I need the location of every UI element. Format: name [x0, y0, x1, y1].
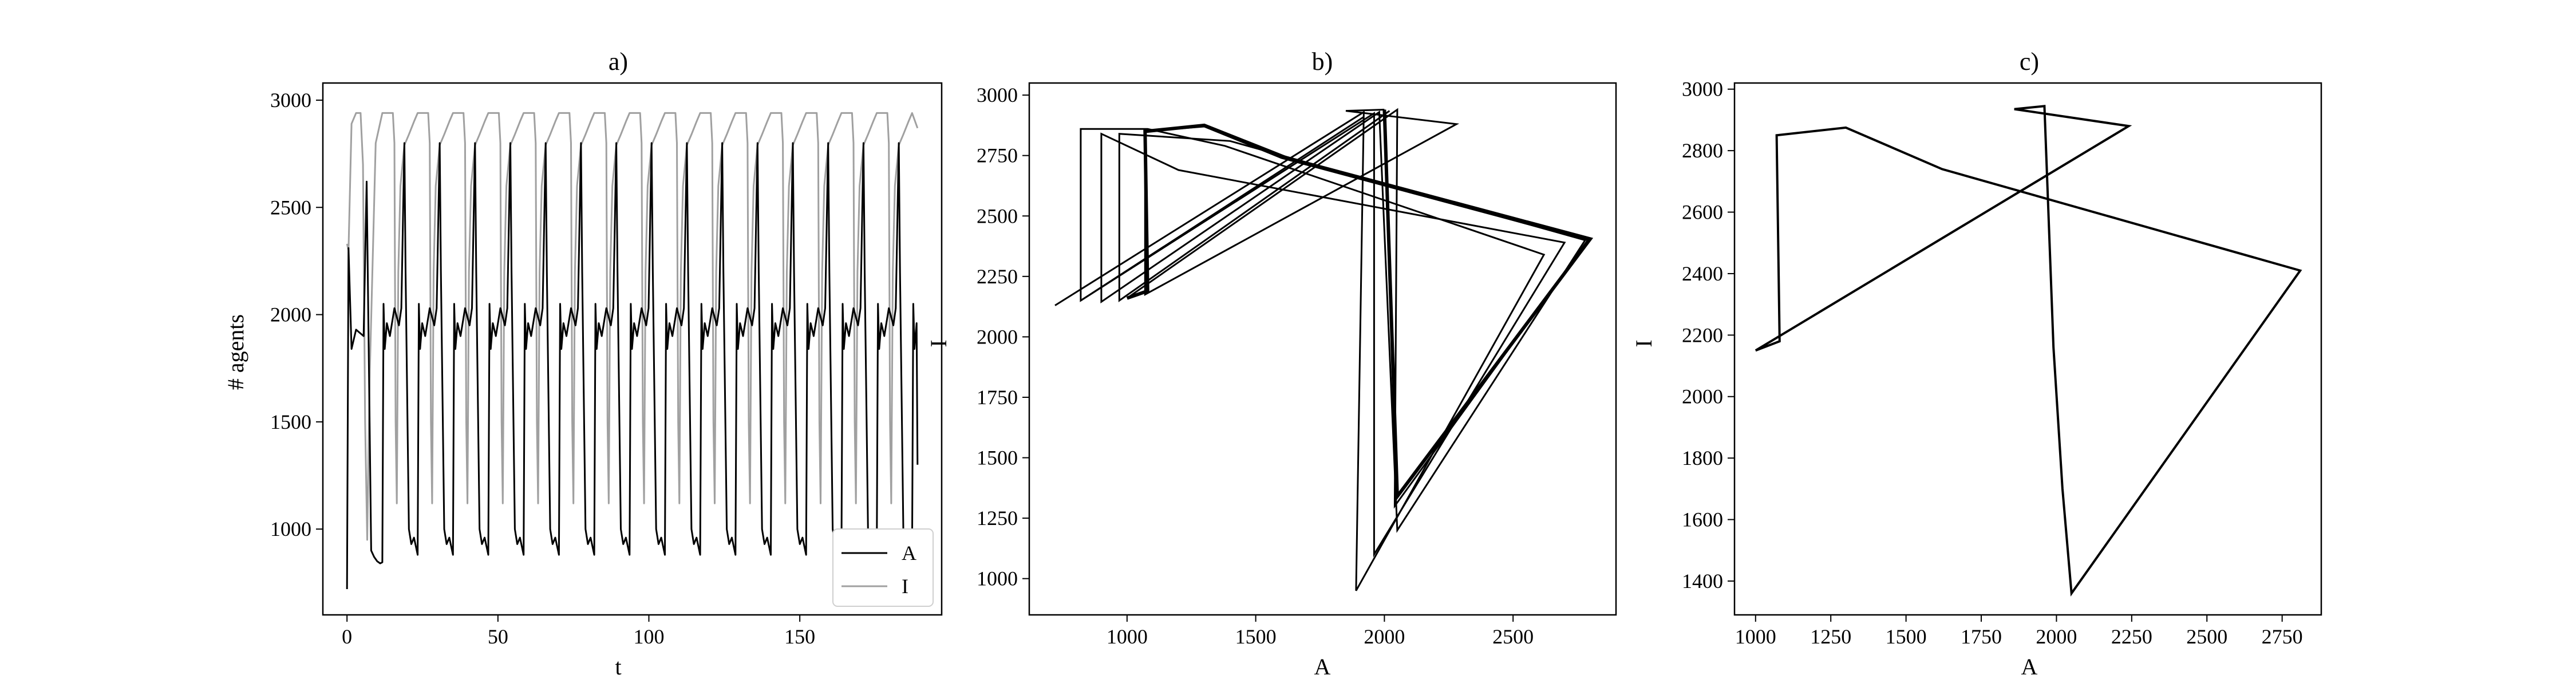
panel-b-y-ticks: 1000 1250 1500 1750 2000 2250 2500 2750 3000 — [977, 84, 1029, 590]
panel-a-y-label: # agents — [223, 314, 248, 390]
phase-trajectory-b-1 — [1080, 110, 1587, 558]
legend-box — [832, 528, 934, 607]
panel-b-title: b) — [1312, 48, 1333, 76]
c-x-tick-label: 1750 — [1961, 625, 2002, 648]
a-y-tick-label: 1000 — [270, 518, 311, 540]
c-x-tick-label: 2250 — [2111, 625, 2152, 648]
phase-trajectory-b-2 — [1126, 108, 1589, 509]
panel-c-frame — [1733, 82, 2322, 616]
c-y-tick-label: 3000 — [1682, 78, 1723, 101]
c-y-tick-label: 2600 — [1682, 201, 1723, 224]
panel-b: b) 1000 1500 2000 2500 1000 1250 1500 1750 2000… — [926, 48, 1617, 680]
series-A-line — [346, 142, 919, 590]
panel-c-x-ticks: 1000 1250 1500 1750 2000 2250 2500 2750 — [1735, 615, 2303, 648]
panel-a-title: a) — [609, 48, 628, 76]
c-x-tick-label: 2500 — [2186, 625, 2227, 648]
panel-b-frame — [1028, 82, 1617, 616]
panel-c-y-ticks: 1400 1600 1800 2000 2200 2400 2600 2800 3000 — [1682, 78, 1735, 593]
c-x-tick-label: 2750 — [2262, 625, 2303, 648]
panel-c: c) 1000 1250 1500 1750 2000 2250 2500 2750 1400… — [1631, 48, 2322, 680]
panel-b-y-label: I — [926, 339, 951, 347]
a-y-tick-label: 1500 — [270, 410, 311, 433]
a-y-tick-label: 2000 — [270, 303, 311, 326]
b-x-tick-label: 1500 — [1235, 625, 1277, 648]
b-y-tick-label: 2250 — [977, 265, 1018, 288]
phase-trajectory-b-0 — [1054, 110, 1546, 591]
panel-c-x-label: A — [2021, 654, 2038, 680]
phase-trajectory-b-converged — [1126, 109, 1594, 502]
a-y-tick-label: 3000 — [270, 89, 311, 112]
panel-a-frame — [322, 82, 943, 616]
b-y-tick-label: 1250 — [977, 507, 1018, 530]
b-y-tick-label: 1000 — [977, 567, 1018, 590]
b-y-tick-label: 1750 — [977, 386, 1018, 409]
a-x-tick-label: 50 — [488, 625, 508, 648]
panel-c-title: c) — [2020, 48, 2039, 76]
c-x-tick-label: 2000 — [2036, 625, 2077, 648]
c-y-tick-label: 1600 — [1682, 508, 1723, 531]
a-y-tick-label: 2500 — [270, 196, 311, 219]
panel-a-y-ticks: 1000 1500 2000 2500 3000 — [270, 89, 323, 540]
b-x-tick-label: 2000 — [1364, 625, 1405, 648]
panel-a-x-label: t — [615, 654, 621, 680]
c-x-tick-label: 1250 — [1810, 625, 1851, 648]
b-x-tick-label: 2500 — [1492, 625, 1534, 648]
panel-c-y-label: I — [1631, 339, 1657, 347]
c-x-tick-label: 1000 — [1735, 625, 1776, 648]
limit-cycle-c — [1755, 105, 2302, 597]
c-y-tick-label: 2000 — [1682, 385, 1723, 408]
c-x-tick-label: 1500 — [1886, 625, 1927, 648]
c-y-tick-label: 2400 — [1682, 262, 1723, 285]
a-x-tick-label: 150 — [784, 625, 815, 648]
c-y-tick-label: 1800 — [1682, 447, 1723, 469]
c-y-tick-label: 2800 — [1682, 139, 1723, 162]
panel-b-x-label: A — [1314, 654, 1331, 680]
c-y-tick-label: 2200 — [1682, 323, 1723, 346]
panel-a: a) 0 50 100 150 1000 1500 2000 2500 3000 AI t #… — [223, 48, 943, 680]
a-x-tick-label: 100 — [634, 625, 665, 648]
panel-c-plot-area — [1755, 105, 2302, 597]
c-y-tick-label: 1400 — [1682, 570, 1723, 593]
b-x-tick-label: 1000 — [1107, 625, 1148, 648]
b-y-tick-label: 1500 — [977, 447, 1018, 469]
a-x-tick-label: 0 — [342, 625, 352, 648]
panel-b-plot-area — [1054, 108, 1594, 591]
b-y-tick-label: 2000 — [977, 325, 1018, 348]
panel-a-plot-area — [346, 112, 919, 590]
panel-a-x-ticks: 0 50 100 150 — [342, 615, 815, 648]
b-y-tick-label: 3000 — [977, 84, 1018, 106]
b-y-tick-label: 2750 — [977, 144, 1018, 167]
legend-label-A: A — [902, 542, 916, 564]
panel-b-x-ticks: 1000 1500 2000 2500 — [1107, 615, 1534, 648]
b-y-tick-label: 2500 — [977, 204, 1018, 227]
legend-label-I: I — [902, 575, 908, 598]
panel-a-legend: AI — [832, 528, 934, 607]
